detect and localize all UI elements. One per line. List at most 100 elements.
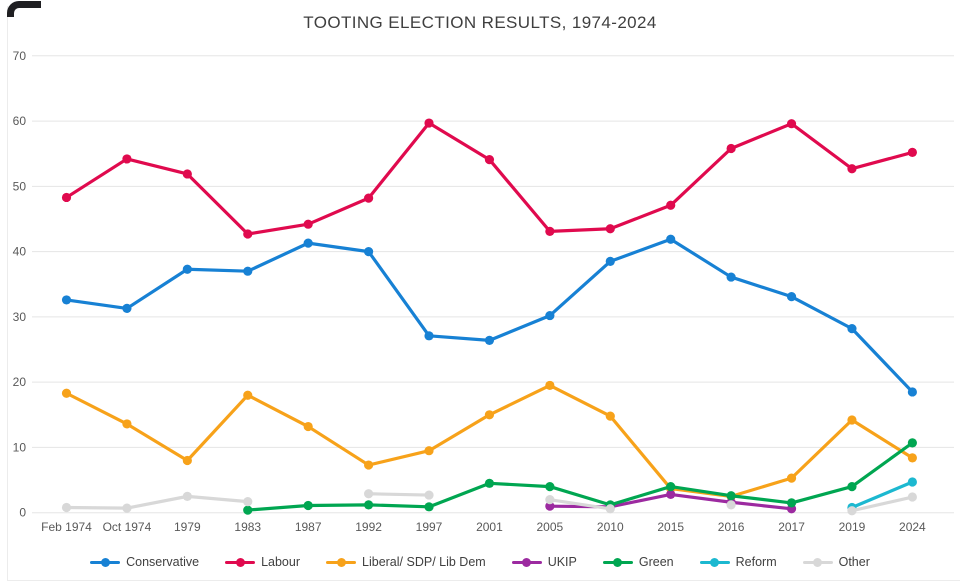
series-line-other — [64, 494, 250, 510]
legend-item-ukip: UKIP — [511, 555, 577, 569]
y-tick-label: 40 — [13, 245, 27, 259]
data-point-labour-feb-1974 — [61, 192, 72, 203]
data-point-labour-2005 — [545, 226, 555, 236]
data-point-ukip-2005 — [545, 501, 555, 511]
data-point-green-2024 — [907, 438, 917, 448]
data-point-liberal-sdp-lib-dem-1983 — [243, 390, 253, 400]
data-point-liberal-sdp-lib-dem-1997 — [424, 446, 434, 456]
data-point-conservative-2001 — [484, 335, 495, 345]
x-tick-label: 2016 — [718, 520, 745, 534]
data-point-conservative-2019 — [847, 324, 857, 334]
data-point-conservative-2010 — [605, 256, 615, 267]
x-tick-label: 2019 — [839, 520, 866, 534]
data-point-labour-2019 — [847, 164, 857, 174]
data-point-other-oct-1974 — [122, 503, 132, 513]
data-point-conservative-2016 — [726, 272, 736, 282]
data-point-labour-oct-1974 — [122, 154, 132, 164]
legend-label-green: Green — [638, 555, 674, 569]
data-point-green-2019 — [847, 481, 857, 492]
data-point-ukip-2015 — [666, 489, 676, 500]
x-tick-label: 1997 — [416, 520, 443, 534]
data-point-other-2024 — [907, 492, 917, 502]
x-tick-label: 1979 — [174, 520, 201, 534]
x-tick-label: 2010 — [597, 520, 624, 534]
data-point-green-2005 — [545, 481, 555, 492]
data-point-conservative-2024 — [907, 387, 917, 397]
x-tick-label: 2005 — [537, 520, 564, 534]
data-point-conservative-1997 — [424, 331, 434, 341]
data-point-liberal-sdp-lib-dem-oct-1974 — [122, 419, 132, 429]
data-point-other-2016 — [726, 500, 736, 510]
legend-marker-green — [602, 557, 633, 567]
data-point-labour-1983 — [243, 229, 253, 239]
legend-marker-liberal-sdp-lib-dem — [326, 557, 357, 567]
legend-label-liberal-sdp-lib-dem: Liberal/ SDP/ Lib Dem — [362, 555, 486, 569]
x-tick-label: 2015 — [657, 520, 684, 534]
x-tick-label: 1992 — [355, 520, 382, 534]
series-line-green — [246, 441, 914, 512]
legend-item-labour: Labour — [225, 555, 300, 569]
chart-title: TOOTING ELECTION RESULTS, 1974-2024 — [303, 13, 657, 32]
chart-border — [7, 6, 960, 581]
y-tick-label: 20 — [13, 375, 27, 389]
legend-marker-conservative — [90, 557, 121, 567]
series-line-other — [850, 495, 914, 513]
data-point-green-1987 — [303, 500, 313, 511]
data-point-conservative-2017 — [786, 292, 797, 302]
y-tick-label: 70 — [13, 49, 27, 63]
legend-label-labour: Labour — [261, 555, 301, 569]
data-point-conservative-feb-1974 — [61, 295, 72, 305]
legend-item-conservative: Conservative — [90, 555, 199, 569]
data-point-green-1983 — [243, 505, 253, 515]
legend-item-other: Other — [802, 555, 870, 569]
data-point-other-1979 — [182, 491, 192, 501]
data-point-liberal-sdp-lib-dem-1987 — [303, 421, 313, 432]
data-point-conservative-2005 — [545, 310, 555, 321]
data-point-labour-2016 — [726, 143, 736, 154]
legend-label-conservative: Conservative — [126, 555, 200, 569]
series-line-labour — [64, 121, 914, 236]
data-point-labour-2010 — [605, 224, 615, 234]
y-tick-label: 60 — [13, 114, 27, 128]
x-tick-label: Feb 1974 — [41, 520, 92, 534]
data-point-labour-1997 — [424, 118, 434, 128]
data-point-labour-1987 — [303, 219, 313, 229]
y-tick-label: 0 — [19, 506, 26, 520]
data-point-conservative-1983 — [243, 266, 253, 276]
data-point-labour-2024 — [907, 147, 917, 158]
legend-marker-other — [802, 557, 833, 567]
data-point-liberal-sdp-lib-dem-2017 — [786, 473, 797, 483]
data-point-other-2010 — [605, 504, 615, 514]
data-point-liberal-sdp-lib-dem-2024 — [907, 453, 917, 463]
data-point-green-2015 — [666, 481, 676, 492]
series-line-reform — [850, 480, 914, 510]
x-tick-label: 2001 — [476, 520, 503, 534]
data-point-reform-2024 — [907, 477, 917, 487]
legend-label-ukip: UKIP — [547, 555, 577, 569]
x-tick-label: 2024 — [899, 520, 926, 534]
legend-item-reform: Reform — [699, 555, 777, 569]
data-point-liberal-sdp-lib-dem-2019 — [847, 415, 857, 425]
data-point-liberal-sdp-lib-dem-1992 — [364, 460, 374, 470]
legend-item-green: Green — [602, 555, 674, 569]
y-tick-label: 30 — [13, 310, 27, 324]
data-point-conservative-1992 — [364, 247, 374, 257]
data-point-green-1997 — [424, 502, 434, 512]
x-tick-label: Oct 1974 — [103, 520, 152, 534]
data-point-other-1992 — [364, 489, 374, 499]
legend-label-reform: Reform — [735, 555, 777, 569]
y-tick-label: 50 — [13, 179, 27, 193]
data-point-other-1997 — [424, 490, 434, 500]
data-point-labour-2017 — [786, 119, 797, 129]
legend-label-other: Other — [838, 555, 870, 569]
data-point-labour-1992 — [364, 193, 374, 203]
data-point-liberal-sdp-lib-dem-2010 — [605, 411, 615, 421]
data-point-labour-1979 — [182, 169, 192, 179]
y-tick-label: 10 — [13, 440, 27, 454]
data-point-other-2019 — [847, 506, 857, 516]
data-point-labour-2001 — [484, 154, 495, 165]
data-point-green-2017 — [786, 498, 797, 508]
x-tick-label: 1983 — [234, 520, 261, 534]
data-point-other-feb-1974 — [61, 502, 72, 513]
